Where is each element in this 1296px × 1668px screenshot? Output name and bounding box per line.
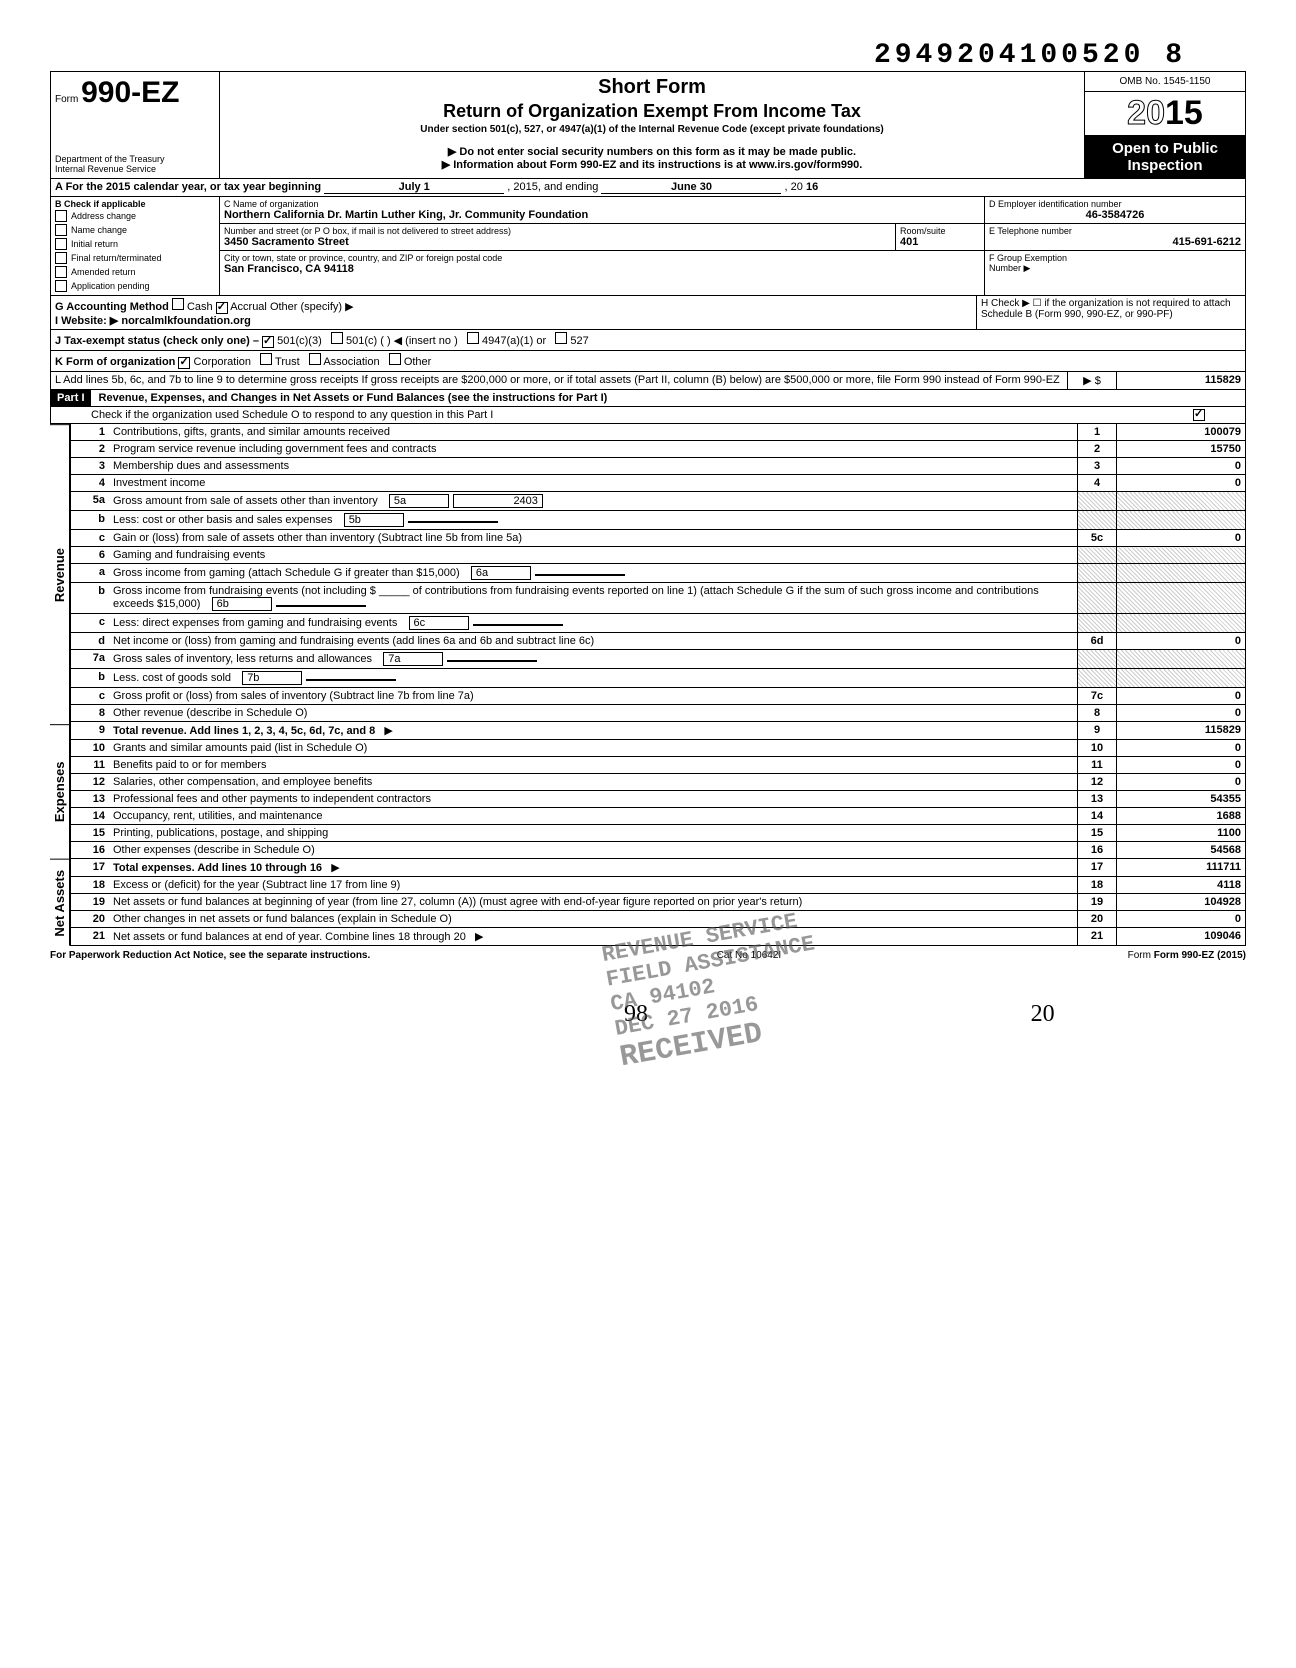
line-9: 9Total revenue. Add lines 1, 2, 3, 4, 5c… — [71, 722, 1246, 740]
section-j: J Tax-exempt status (check only one) – 5… — [50, 330, 1246, 351]
footer: For Paperwork Reduction Act Notice, see … — [50, 946, 1246, 961]
website: norcalmlkfoundation.org — [121, 315, 251, 327]
line-2: 2Program service revenue including gover… — [71, 441, 1246, 458]
room-suite: 401 — [900, 236, 918, 248]
checkbox-address-change[interactable] — [55, 210, 67, 222]
tax-year: 2015 — [1085, 92, 1245, 136]
checkbox-final-return[interactable] — [55, 252, 67, 264]
line-16: 16Other expenses (describe in Schedule O… — [71, 842, 1246, 859]
revenue-label: Revenue — [50, 424, 70, 724]
section-h: H Check ▶ ☐ if the organization is not r… — [977, 296, 1245, 329]
checkbox-app-pending[interactable] — [55, 280, 67, 292]
city-state-zip: San Francisco, CA 94118 — [224, 263, 354, 275]
checkbox-other-org[interactable] — [389, 353, 401, 365]
org-name: Northern California Dr. Martin Luther Ki… — [224, 209, 588, 221]
netassets-label: Net Assets — [50, 859, 70, 946]
title-short: Short Form — [224, 76, 1080, 99]
line-20: 20Other changes in net assets or fund ba… — [71, 911, 1246, 928]
part1-check-row: Check if the organization used Schedule … — [50, 407, 1246, 424]
ghi-row: G Accounting Method Cash Accrual Other (… — [50, 296, 1246, 330]
line-19: 19Net assets or fund balances at beginni… — [71, 894, 1246, 911]
handwritten-page: 98 — [624, 1001, 648, 1028]
line-5c: cGain or (loss) from sale of assets othe… — [71, 530, 1246, 547]
lines-table: 1Contributions, gifts, grants, and simil… — [70, 424, 1246, 946]
ein-label: D Employer identification number — [989, 199, 1241, 209]
checkbox-501c[interactable] — [331, 332, 343, 344]
line-4: 4Investment income40 — [71, 475, 1246, 492]
gross-receipts: 115829 — [1117, 372, 1245, 389]
city-label: City or town, state or province, country… — [224, 253, 980, 263]
checkbox-accrual[interactable] — [216, 302, 228, 314]
omb-number: OMB No. 1545-1150 — [1085, 72, 1245, 92]
info-link-text: ▶ Information about Form 990-EZ and its … — [224, 158, 1080, 171]
title-sub: Under section 501(c), 527, or 4947(a)(1)… — [224, 124, 1080, 135]
line-6a: aGross income from gaming (attach Schedu… — [71, 564, 1246, 583]
room-label: Room/suite — [900, 226, 980, 236]
line-21: 21Net assets or fund balances at end of … — [71, 928, 1246, 946]
handwritten-initial: 20 — [1031, 1001, 1055, 1028]
checkbox-4947[interactable] — [467, 332, 479, 344]
open-inspection: Open to Public Inspection — [1085, 136, 1245, 178]
line-7b: bLess. cost of goods sold 7b — [71, 669, 1246, 688]
checkbox-schedule-o[interactable] — [1193, 409, 1205, 421]
line-12: 12Salaries, other compensation, and empl… — [71, 774, 1246, 791]
section-b: B Check if applicable Address change Nam… — [51, 197, 220, 295]
checkbox-name-change[interactable] — [55, 224, 67, 236]
street-address: 3450 Sacramento Street — [224, 236, 349, 248]
ein: 46-3584726 — [989, 209, 1241, 221]
line-13: 13Professional fees and other payments t… — [71, 791, 1246, 808]
checkbox-corporation[interactable] — [178, 357, 190, 369]
checkbox-association[interactable] — [309, 353, 321, 365]
form-header: Form 990-EZ Department of the Treasury I… — [50, 71, 1246, 179]
line-14: 14Occupancy, rent, utilities, and mainte… — [71, 808, 1246, 825]
checkbox-cash[interactable] — [172, 298, 184, 310]
checkbox-501c3[interactable] — [262, 336, 274, 348]
line-3: 3Membership dues and assessments30 — [71, 458, 1246, 475]
checkbox-527[interactable] — [555, 332, 567, 344]
section-l: L Add lines 5b, 6c, and 7b to line 9 to … — [50, 372, 1246, 390]
street-label: Number and street (or P O box, if mail i… — [224, 226, 891, 236]
title-main: Return of Organization Exempt From Incom… — [224, 101, 1080, 122]
org-name-label: C Name of organization — [224, 199, 980, 209]
checkbox-amended[interactable] — [55, 266, 67, 278]
department-label: Department of the Treasury Internal Reve… — [55, 154, 215, 174]
identity-block: B Check if applicable Address change Nam… — [50, 197, 1246, 296]
period-row: A For the 2015 calendar year, or tax yea… — [50, 179, 1246, 197]
line-6d: dNet income or (loss) from gaming and fu… — [71, 633, 1246, 650]
line-15: 15Printing, publications, postage, and s… — [71, 825, 1246, 842]
line-18: 18Excess or (deficit) for the year (Subt… — [71, 877, 1246, 894]
form-number: Form 990-EZ — [55, 76, 215, 110]
group-exemption-label: F Group Exemption Number ▶ — [989, 253, 1241, 274]
line-8: 8Other revenue (describe in Schedule O)8… — [71, 705, 1246, 722]
ssn-warning: ▶ Do not enter social security numbers o… — [224, 145, 1080, 158]
line-10: 10Grants and similar amounts paid (list … — [71, 740, 1246, 757]
phone-label: E Telephone number — [989, 226, 1241, 236]
line-1: 1Contributions, gifts, grants, and simil… — [71, 424, 1246, 441]
phone: 415-691-6212 — [989, 236, 1241, 248]
line-5a: 5aGross amount from sale of assets other… — [71, 492, 1246, 511]
line-5b: bLess: cost or other basis and sales exp… — [71, 511, 1246, 530]
lines-section: REVENUE SERVICE FIELD ASSISTANCE CA 9410… — [50, 424, 1246, 946]
line-7a: 7aGross sales of inventory, less returns… — [71, 650, 1246, 669]
document-id: 2949204100520 8 — [50, 40, 1246, 71]
checkbox-initial-return[interactable] — [55, 238, 67, 250]
line-11: 11Benefits paid to or for members110 — [71, 757, 1246, 774]
line-6c: cLess: direct expenses from gaming and f… — [71, 614, 1246, 633]
line-7c: cGross profit or (loss) from sales of in… — [71, 688, 1246, 705]
line-6b: bGross income from fundraising events (n… — [71, 583, 1246, 614]
line-6: 6Gaming and fundraising events — [71, 547, 1246, 564]
part1-header: Part I Revenue, Expenses, and Changes in… — [50, 390, 1246, 407]
expenses-label: Expenses — [50, 724, 70, 859]
section-k: K Form of organization Corporation Trust… — [50, 351, 1246, 372]
checkbox-trust[interactable] — [260, 353, 272, 365]
line-17: 17Total expenses. Add lines 10 through 1… — [71, 859, 1246, 877]
